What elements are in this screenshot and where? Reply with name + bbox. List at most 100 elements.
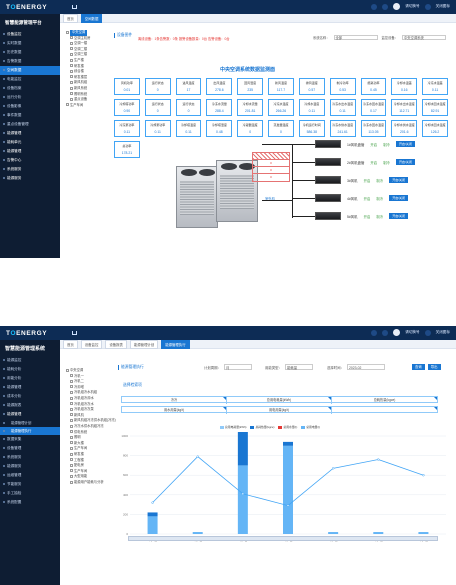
sidebar-item[interactable]: 设备监控 bbox=[0, 30, 60, 39]
export-button[interactable]: 导出 bbox=[427, 364, 441, 370]
tree-node[interactable]: 空调主机房 bbox=[64, 36, 110, 42]
tree-node[interactable]: 空调三楼 bbox=[64, 52, 110, 58]
tree-node[interactable]: 研发楼层 bbox=[64, 75, 110, 81]
tree-node[interactable]: 生产车间 bbox=[64, 469, 110, 475]
tree-node[interactable]: 新大楼 bbox=[64, 441, 110, 447]
checkbox-icon[interactable] bbox=[70, 441, 73, 445]
checkbox-icon[interactable] bbox=[70, 458, 73, 462]
sidebar-item[interactable]: 成本分析 bbox=[0, 392, 60, 401]
checkbox-icon[interactable] bbox=[70, 424, 73, 428]
checkbox-icon[interactable] bbox=[70, 64, 73, 68]
tree-node[interactable]: 冷机组冷却水 bbox=[64, 396, 110, 402]
tree-node[interactable]: 配电房 bbox=[64, 463, 110, 469]
sidebar-item[interactable]: 能源报表 bbox=[0, 401, 60, 410]
close-icon[interactable] bbox=[424, 329, 431, 336]
menu-toggle-icon[interactable] bbox=[72, 5, 77, 9]
metric-option[interactable] bbox=[332, 407, 437, 414]
legend-item[interactable]: 总耗热量(kgce) bbox=[250, 425, 274, 429]
tree-node[interactable]: 冷机组冷水机组 bbox=[64, 390, 110, 396]
tree-node[interactable]: 冷机一 bbox=[64, 374, 110, 380]
period-select[interactable]: 月 bbox=[223, 364, 252, 370]
tab[interactable]: 设备监控 bbox=[80, 339, 103, 349]
bell-icon[interactable] bbox=[371, 3, 378, 10]
legend-item[interactable]: 总用电量(t) bbox=[301, 425, 320, 429]
metric-option[interactable]: 冷冷 bbox=[122, 397, 227, 404]
legend-item[interactable]: 总用电耗量(kWh) bbox=[220, 425, 246, 429]
tree-node[interactable]: 冷冻水供水机组冷冻 bbox=[64, 424, 110, 430]
sidebar-item[interactable]: 设备管理 bbox=[0, 444, 60, 453]
tree-node[interactable]: 冷机组冷冻水 bbox=[64, 402, 110, 408]
checkbox-icon[interactable] bbox=[70, 402, 73, 406]
checkbox-icon[interactable] bbox=[70, 396, 73, 400]
fullscreen-label[interactable]: 关闭图标 bbox=[435, 4, 450, 8]
tree-node[interactable]: 综合楼 bbox=[64, 69, 110, 75]
sidebar-item[interactable]: 设备档案 bbox=[0, 84, 60, 93]
date-picker[interactable]: 2023-02 bbox=[346, 364, 385, 370]
checkbox-icon[interactable] bbox=[70, 418, 73, 422]
sidebar-item[interactable]: 实时数据 bbox=[0, 39, 60, 48]
tree-node[interactable]: 供电系统 bbox=[64, 430, 110, 436]
checkbox-icon[interactable] bbox=[70, 36, 73, 40]
sidebar-item[interactable]: 能源管理 bbox=[0, 383, 60, 392]
sidebar-item[interactable]: 运维管理 bbox=[0, 471, 60, 480]
menu-toggle-icon[interactable] bbox=[72, 331, 77, 335]
close-icon[interactable] bbox=[424, 3, 431, 10]
tree-node[interactable]: 新风机 bbox=[64, 413, 110, 419]
search-button[interactable]: 查询 bbox=[412, 364, 425, 370]
checkbox-icon[interactable] bbox=[70, 413, 73, 417]
checkbox-icon[interactable] bbox=[70, 474, 73, 478]
tree-node[interactable]: 重点设备 bbox=[64, 97, 110, 103]
tree-node[interactable]: 冷机组冷冻泵 bbox=[64, 407, 110, 413]
sidebar-item[interactable]: 能源管理计划 bbox=[0, 419, 60, 427]
device-select[interactable]: 中央空调系统 bbox=[402, 35, 446, 40]
sidebar-item[interactable]: 能耗单元 bbox=[0, 138, 60, 147]
sidebar-item[interactable]: 能源服务 bbox=[0, 462, 60, 471]
sidebar-item[interactable]: 手工抽检 bbox=[0, 489, 60, 498]
metric-option[interactable]: 总耗热量(kgce) bbox=[332, 397, 437, 404]
checkbox-icon[interactable] bbox=[70, 69, 73, 73]
user-name[interactable]: 请切换号 bbox=[405, 330, 420, 334]
fullscreen-icon[interactable] bbox=[382, 3, 389, 10]
system-select[interactable]: 全部 bbox=[333, 35, 378, 40]
tree-node[interactable]: 照明 bbox=[64, 435, 110, 441]
sidebar-item[interactable]: 能源管理 bbox=[0, 147, 60, 156]
tree-node[interactable]: 能源用户能耗与分析 bbox=[64, 480, 110, 486]
checkbox-icon[interactable] bbox=[70, 92, 73, 96]
tree-node[interactable]: 照明系统 bbox=[64, 92, 110, 98]
sidebar-item[interactable]: 能源服务 bbox=[0, 174, 60, 183]
checkbox-icon[interactable] bbox=[70, 58, 73, 62]
sidebar-item[interactable]: 系统服务 bbox=[0, 453, 60, 462]
tree-node[interactable]: 大型用能 bbox=[64, 474, 110, 480]
toggle-button[interactable]: 开启/关闭 bbox=[389, 213, 409, 219]
fullscreen-label[interactable]: 关闭图标 bbox=[435, 330, 450, 334]
toggle-button[interactable]: 开启/关闭 bbox=[389, 195, 409, 201]
tree-node[interactable]: 冷机二 bbox=[64, 379, 110, 385]
checkbox-icon[interactable] bbox=[70, 86, 73, 90]
checkbox-icon[interactable] bbox=[70, 53, 73, 56]
tree-node[interactable]: 空调二楼 bbox=[64, 47, 110, 53]
legend-item[interactable]: 总用水量(t) bbox=[278, 425, 297, 429]
tree-node[interactable]: 生产车间 bbox=[64, 446, 110, 452]
sidebar-item[interactable]: 历史数据 bbox=[0, 48, 60, 57]
sidebar-item[interactable]: 系统服务 bbox=[0, 165, 60, 174]
toggle-button[interactable]: 开启/关闭 bbox=[395, 159, 415, 165]
metric-option[interactable]: 用电用量(kg/t) bbox=[227, 407, 332, 414]
sidebar-item[interactable]: 能源管理执行 bbox=[0, 427, 60, 435]
checkbox-icon[interactable] bbox=[70, 446, 73, 450]
sidebar-item[interactable]: 用能分析 bbox=[0, 374, 60, 383]
tree-node[interactable]: 研发楼 bbox=[64, 64, 110, 70]
tree-node[interactable]: 中央空调 bbox=[64, 368, 110, 374]
tab[interactable]: 能源管理执行 bbox=[161, 339, 190, 349]
sidebar-item[interactable]: 数据采集 bbox=[0, 435, 60, 444]
checkbox-icon[interactable] bbox=[70, 374, 73, 378]
fullscreen-icon[interactable] bbox=[382, 329, 389, 336]
checkbox-icon[interactable] bbox=[70, 80, 73, 84]
checkbox-icon[interactable] bbox=[66, 30, 69, 34]
user-name[interactable]: 请切换号 bbox=[405, 4, 420, 8]
tree-node[interactable]: 研发楼 bbox=[64, 452, 110, 458]
tree-node[interactable]: 生产车间 bbox=[64, 103, 110, 109]
sidebar-item[interactable]: 空间数据 bbox=[0, 66, 60, 75]
avatar[interactable] bbox=[393, 3, 401, 10]
tab[interactable]: 能源管理计划 bbox=[129, 339, 159, 349]
checkbox-icon[interactable] bbox=[70, 430, 73, 434]
